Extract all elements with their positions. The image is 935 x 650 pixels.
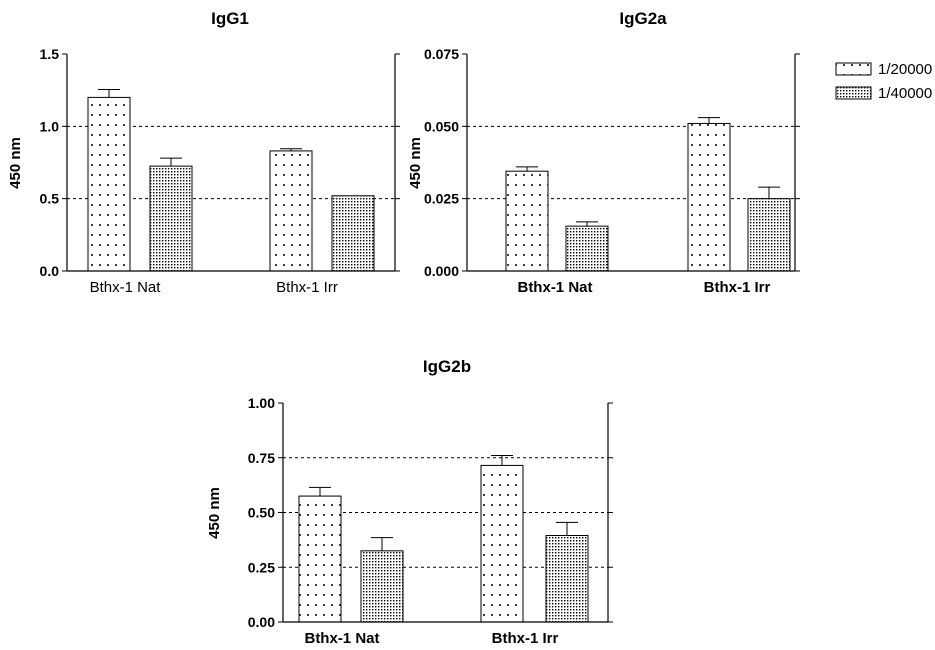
y-tick-label: 1.5: [40, 46, 60, 62]
y-tick-label: 0.50: [248, 505, 275, 521]
chart-panel-igg2a: IgG2a 450 nm 0.000 0.025 0.050 0.075 Bthx-1…: [407, 9, 800, 296]
y-tick-label: 0.075: [424, 46, 459, 62]
legend-label: 1/20000: [878, 61, 932, 78]
chart-panel-igg2b: IgG2b 450 nm 0.00 0.25 0.50 0.75 1.00 Bthx-1…: [206, 357, 613, 647]
y-tick-label: 0.025: [424, 191, 459, 207]
category-label: Bthx-1 Irr: [492, 630, 559, 647]
category-label: Bthx-1 Nat: [90, 279, 162, 296]
category-label: Bthx-1 Irr: [276, 279, 338, 296]
bar: [480, 464, 524, 623]
category-label: Bthx-1 Nat: [517, 279, 592, 296]
bar: [87, 96, 131, 272]
chart-title: IgG2a: [619, 9, 667, 28]
bar: [747, 198, 791, 272]
y-axis-label: 450 nm: [206, 487, 223, 539]
y-axis-label: 450 nm: [7, 137, 24, 189]
legend: 1/20000 1/40000: [835, 61, 932, 102]
bar: [298, 495, 342, 623]
bar: [505, 170, 549, 272]
bar: [269, 150, 313, 272]
y-tick-label: 0.000: [424, 263, 459, 279]
y-tick-label: 0.5: [40, 191, 60, 207]
legend-swatch-dense: [835, 86, 872, 100]
bar: [331, 195, 375, 272]
y-tick-label: 1.00: [248, 395, 275, 411]
chart-title: IgG2b: [423, 357, 471, 376]
y-tick-label: 0.0: [40, 263, 60, 279]
bar: [360, 550, 404, 623]
category-label: Bthx-1 Nat: [304, 630, 379, 647]
y-tick-label: 0.75: [248, 450, 275, 466]
bar: [545, 534, 589, 623]
y-tick-label: 0.00: [248, 614, 275, 630]
chart-title: IgG1: [211, 9, 249, 28]
bar: [149, 165, 193, 272]
y-tick-label: 1.0: [40, 118, 60, 134]
y-tick-label: 0.050: [424, 118, 459, 134]
bar: [565, 225, 609, 272]
chart-panel-igg1: IgG1 450 nm 0.0 0.5 1.0 1.5 Bthx-1 Nat Bthx…: [7, 9, 400, 296]
y-tick-label: 0.25: [248, 559, 275, 575]
y-axis-label: 450 nm: [407, 137, 424, 189]
legend-swatch-sparse: [835, 62, 872, 76]
legend-label: 1/40000: [878, 85, 932, 102]
bar: [687, 122, 731, 272]
category-label: Bthx-1 Irr: [704, 279, 771, 296]
